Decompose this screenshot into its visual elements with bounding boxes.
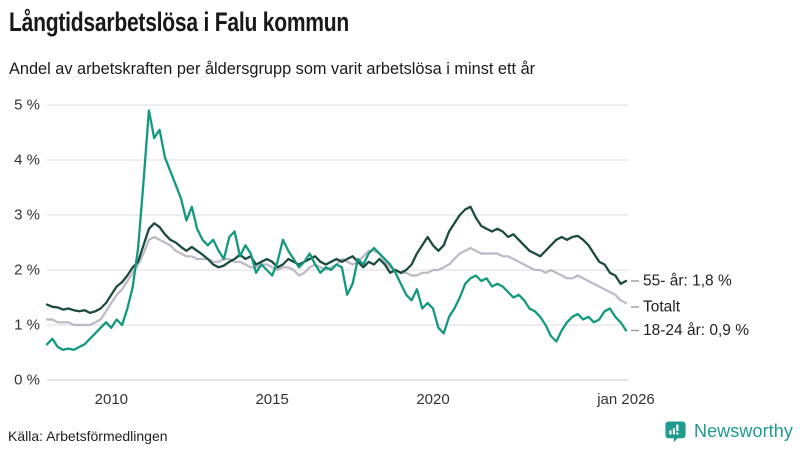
x-axis-tick-label: 2015: [255, 391, 288, 408]
page-title: Långtidsarbetslösa i Falu kommun: [9, 7, 350, 37]
series-line-18-24-r: [45, 109, 628, 351]
series-end-label-totalt: Totalt: [643, 299, 681, 316]
series-end-label-55-r: 55- år: 1,8 %: [643, 273, 732, 290]
newsworthy-logo: Newsworthy: [664, 420, 793, 443]
brand-name: Newsworthy: [693, 421, 793, 441]
bar-chart-bubble-icon: [665, 421, 686, 443]
x-axis-tick-label: 2020: [416, 391, 449, 408]
line-chart: 0 % 1 % 2 % 3 % 4 % 5 % 2010 2015 2020 jan 2026 55…: [14, 97, 749, 409]
y-axis-tick-label: 4 %: [14, 152, 40, 169]
y-axis-tick-label: 3 %: [14, 207, 40, 224]
series-end-label-18-24-r: 18-24 år: 0,9 %: [643, 322, 749, 339]
y-axis-tick-label: 2 %: [14, 262, 40, 279]
series-line-55-r: [45, 205, 628, 315]
source-label: Källa: Arbetsförmedlingen: [8, 428, 168, 444]
x-axis-tick-label: 2010: [95, 391, 128, 408]
y-axis-tick-label: 1 %: [14, 317, 40, 334]
y-axis-tick-label: 0 %: [14, 372, 40, 389]
x-axis-tick-label: jan 2026: [596, 391, 655, 408]
page-subtitle: Andel av arbetskraften per åldersgrupp s…: [9, 59, 536, 78]
y-axis-tick-label: 5 %: [14, 97, 40, 114]
